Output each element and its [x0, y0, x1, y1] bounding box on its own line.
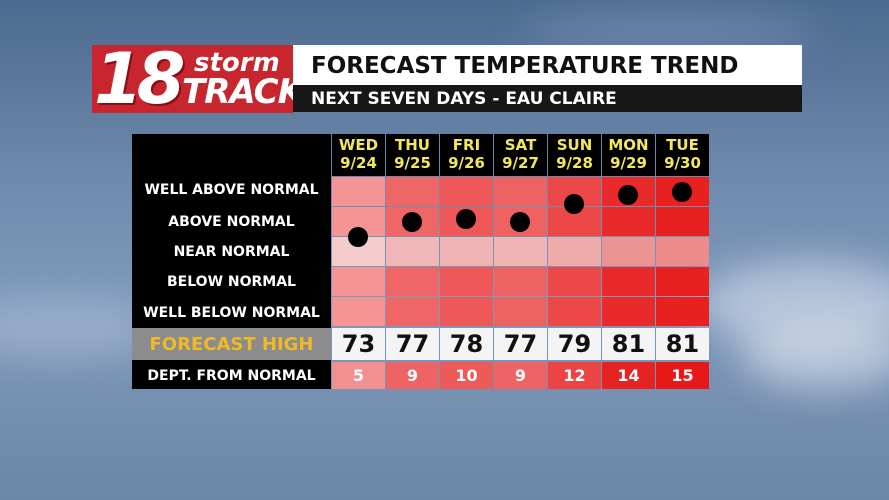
- day-header: TUE 9/30: [656, 134, 709, 176]
- day-date-label: 9/30: [664, 154, 701, 172]
- trend-marker-dot: [618, 185, 638, 205]
- day-date-label: 9/26: [448, 154, 485, 172]
- page-title: FORECAST TEMPERATURE TREND: [293, 45, 802, 85]
- forecast-high-value: 77: [386, 328, 439, 360]
- trend-cell: [386, 177, 439, 206]
- day-date-label: 9/25: [394, 154, 431, 172]
- trend-cell: [656, 207, 709, 236]
- trend-marker-dot: [348, 227, 368, 247]
- dept-from-normal-value: 14: [602, 362, 655, 389]
- dept-from-normal-value: 9: [386, 362, 439, 389]
- day-date-label: 9/27: [502, 154, 539, 172]
- trend-cell: [440, 267, 493, 296]
- trend-cell: [332, 297, 385, 326]
- row-label-well-above-normal: WELL ABOVE NORMAL: [144, 182, 319, 198]
- day-name-label: WED: [338, 136, 379, 154]
- trend-cell: [548, 297, 601, 326]
- trend-cell: [548, 237, 601, 266]
- day-date-label: 9/24: [340, 154, 377, 172]
- day-name-label: MON: [608, 136, 649, 154]
- trend-cell: [602, 297, 655, 326]
- forecast-high-value: 79: [548, 328, 601, 360]
- trend-marker-dot: [456, 209, 476, 229]
- trend-cell: [548, 267, 601, 296]
- trend-marker-dot: [510, 212, 530, 232]
- day-name-label: THU: [395, 136, 430, 154]
- station-logo: 18 storm TRACK: [92, 39, 304, 119]
- day-date-label: 9/29: [610, 154, 647, 172]
- trend-cell: [494, 237, 547, 266]
- trend-marker-dot: [402, 212, 422, 232]
- day-name-label: SAT: [504, 136, 537, 154]
- logo-word-storm: storm: [194, 48, 280, 78]
- forecast-table: WELL ABOVE NORMAL ABOVE NORMAL NEAR NORM…: [132, 134, 710, 389]
- trend-cell: [386, 237, 439, 266]
- dept-from-normal-value: 9: [494, 362, 547, 389]
- trend-cell: [656, 297, 709, 326]
- day-name-label: SUN: [556, 136, 593, 154]
- trend-cell: [656, 267, 709, 296]
- day-header: SUN 9/28: [548, 134, 601, 176]
- trend-cell: [440, 177, 493, 206]
- day-header: SAT 9/27: [494, 134, 547, 176]
- day-name-label: FRI: [452, 136, 481, 154]
- trend-cell: [386, 297, 439, 326]
- logo-number: 18: [94, 38, 185, 120]
- trend-cell: [602, 267, 655, 296]
- trend-cell: [386, 267, 439, 296]
- background-cloud: [520, 10, 820, 50]
- row-label-above-normal: ABOVE NORMAL: [168, 214, 295, 230]
- page-subtitle: NEXT SEVEN DAYS - EAU CLAIRE: [293, 85, 802, 112]
- forecast-high-value: 81: [602, 328, 655, 360]
- trend-marker-dot: [564, 194, 584, 214]
- row-label-below-normal: BELOW NORMAL: [167, 274, 296, 290]
- dept-from-normal-value: 10: [440, 362, 493, 389]
- trend-cell: [494, 177, 547, 206]
- trend-cell: [332, 177, 385, 206]
- trend-cell: [656, 237, 709, 266]
- background-cloud: [740, 320, 889, 390]
- row-label-well-below-normal: WELL BELOW NORMAL: [143, 305, 320, 321]
- trend-cell: [440, 297, 493, 326]
- day-header: FRI 9/26: [440, 134, 493, 176]
- trend-cell: [494, 297, 547, 326]
- row-label-near-normal: NEAR NORMAL: [173, 244, 290, 260]
- day-name-label: TUE: [666, 136, 699, 154]
- dept-from-normal-value: 15: [656, 362, 709, 389]
- day-header: WED 9/24: [332, 134, 385, 176]
- forecast-high-value: 77: [494, 328, 547, 360]
- day-header: THU 9/25: [386, 134, 439, 176]
- forecast-high-value: 73: [332, 328, 385, 360]
- trend-cell: [602, 237, 655, 266]
- dept-from-normal-value: 5: [332, 362, 385, 389]
- dept-from-normal-label: DEPT. FROM NORMAL: [147, 368, 316, 384]
- trend-cell: [602, 207, 655, 236]
- trend-cell: [440, 237, 493, 266]
- trend-cell: [332, 267, 385, 296]
- forecast-high-value: 78: [440, 328, 493, 360]
- forecast-high-label: FORECAST HIGH: [132, 328, 331, 360]
- trend-cell: [494, 267, 547, 296]
- day-header: MON 9/29: [602, 134, 655, 176]
- forecast-high-value: 81: [656, 328, 709, 360]
- logo-word-track: TRACK: [182, 72, 304, 112]
- trend-marker-dot: [672, 182, 692, 202]
- dept-from-normal-value: 12: [548, 362, 601, 389]
- day-date-label: 9/28: [556, 154, 593, 172]
